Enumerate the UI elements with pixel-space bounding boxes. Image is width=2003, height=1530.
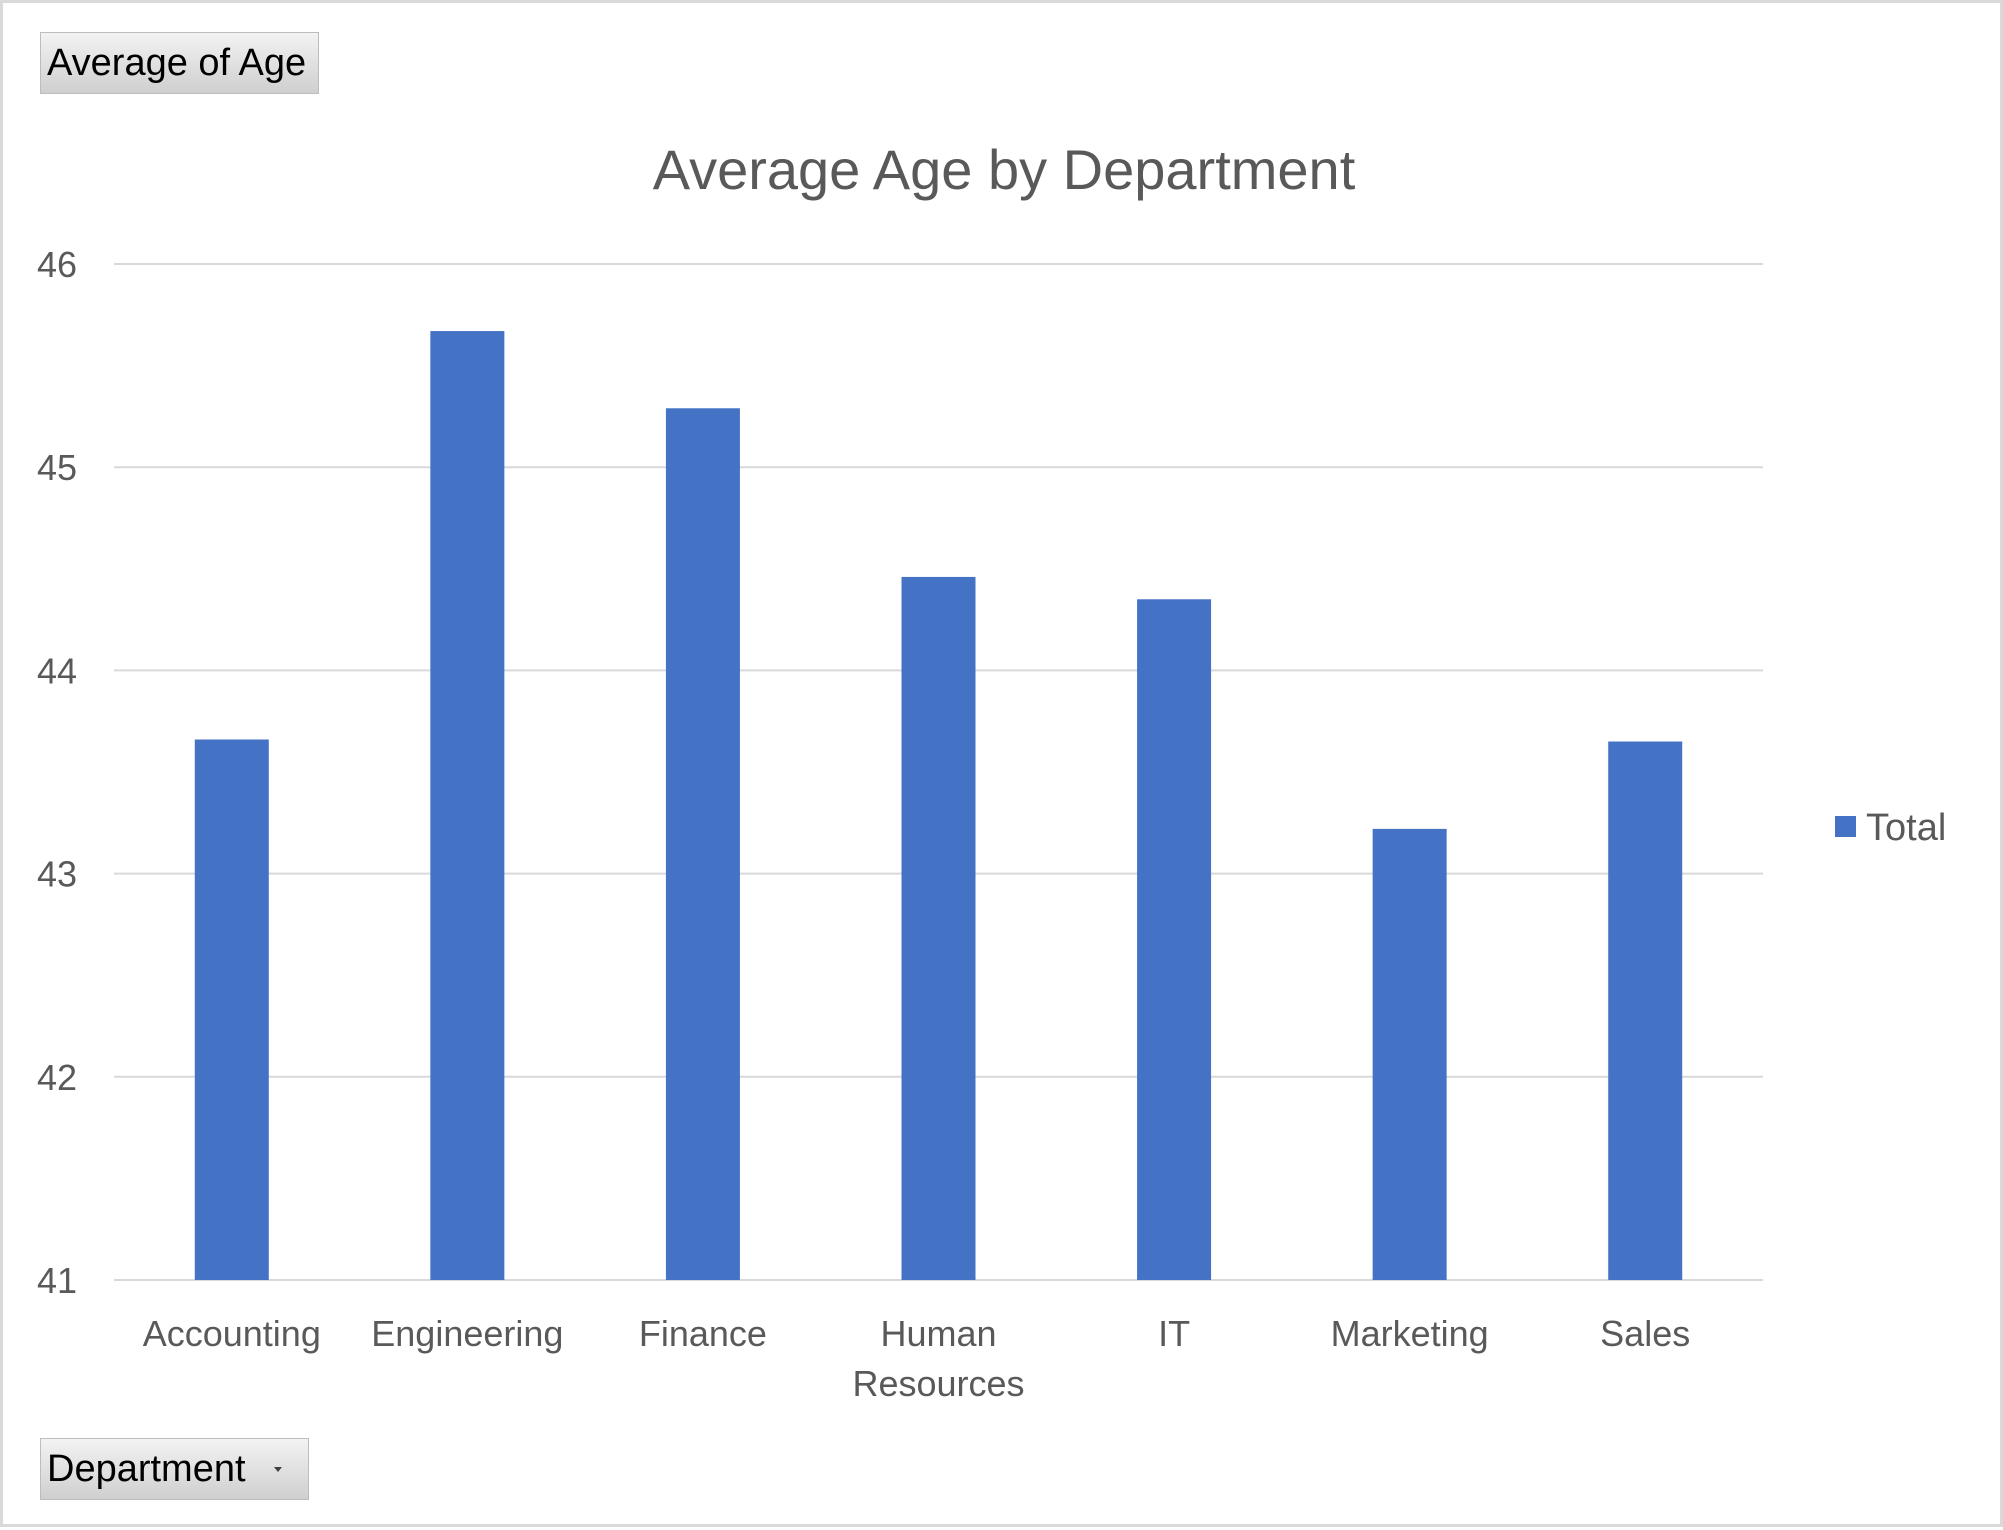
bar-marketing[interactable] — [1372, 828, 1447, 1280]
value-field-button[interactable]: Average of Age — [40, 32, 319, 94]
axis-field-button[interactable]: Department — [40, 1438, 309, 1500]
chart-title: Average Age by Department — [653, 138, 1356, 201]
legend-swatch-total — [1835, 816, 1856, 837]
bar-finance[interactable] — [665, 408, 740, 1281]
x-tick-label: Sales — [1600, 1313, 1690, 1354]
y-tick-label: 44 — [37, 650, 77, 691]
y-tick-label: 46 — [37, 244, 77, 285]
bar-human-resources[interactable] — [901, 576, 976, 1280]
legend-label-total: Total — [1866, 807, 1946, 849]
y-tick-label: 43 — [37, 854, 77, 895]
bar-accounting[interactable] — [194, 739, 269, 1280]
bar-sales[interactable] — [1608, 741, 1683, 1280]
x-tick-label: Finance — [639, 1313, 767, 1354]
x-tick-label: Marketing — [1331, 1313, 1489, 1354]
chevron-down-icon[interactable] — [274, 1467, 282, 1472]
chart-plot: Average Age by Department 41 42 43 44 45 46 A… — [37, 138, 1946, 1404]
x-tick-label: Engineering — [371, 1313, 563, 1354]
value-field-label: Average of Age — [47, 41, 307, 84]
x-tick-label: Human Resources — [852, 1313, 1024, 1404]
bar-it[interactable] — [1137, 599, 1212, 1280]
axis-field-label: Department — [47, 1447, 246, 1490]
y-axis-tick-labels: 41 42 43 44 45 46 — [37, 244, 77, 1301]
legend[interactable]: Total — [1835, 807, 1946, 849]
bar-engineering[interactable] — [430, 331, 505, 1280]
x-tick-label: IT — [1158, 1313, 1190, 1354]
y-tick-label: 45 — [37, 447, 77, 488]
x-axis-tick-labels: Accounting Engineering Finance Human Resourc… — [143, 1313, 1691, 1404]
y-tick-label: 42 — [37, 1057, 77, 1098]
y-tick-label: 41 — [37, 1260, 77, 1301]
bars — [194, 331, 1683, 1281]
x-tick-label: Accounting — [143, 1313, 321, 1354]
